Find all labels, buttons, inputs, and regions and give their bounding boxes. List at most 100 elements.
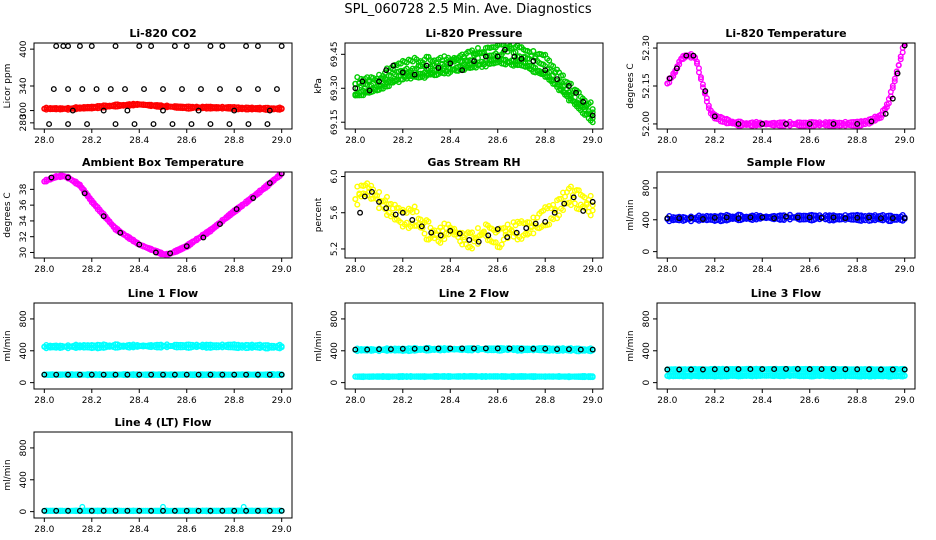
data-point: [794, 214, 801, 221]
series-point: [901, 373, 908, 380]
x-tick-label: 28.4: [129, 396, 149, 406]
data-point: [65, 174, 72, 181]
y-tick-label: 52.00: [642, 111, 652, 137]
data-point: [243, 371, 250, 378]
data-point: [352, 85, 359, 92]
data-point: [554, 346, 561, 353]
data-point: [264, 121, 271, 128]
series-point: [498, 43, 505, 48]
data-point: [65, 121, 72, 128]
data-point: [136, 371, 143, 378]
data-point: [901, 215, 908, 222]
data-point: [854, 214, 861, 221]
y-tick-label: 400: [330, 342, 340, 359]
data-point: [889, 366, 896, 373]
series-point: [389, 211, 396, 218]
data-point: [390, 62, 397, 69]
chart-panel: Line 1 Flow ml/min 28.0 28.2 28.4 28.6 28.8 29.…: [3, 287, 293, 406]
data-point: [471, 58, 477, 65]
x-tick-label: 28.0: [657, 265, 677, 275]
y-tick-label: 69.30: [330, 75, 340, 101]
x-tick-label: 28.8: [535, 265, 555, 275]
x-tick-label: 29.0: [895, 396, 915, 406]
data-point: [418, 223, 425, 230]
data-point: [231, 107, 238, 114]
series-group: [41, 503, 285, 515]
data-point: [136, 43, 143, 50]
plot-frame: [33, 171, 293, 259]
x-tick-label: 28.6: [177, 396, 197, 406]
series-point: [587, 212, 594, 219]
data-point: [167, 250, 174, 257]
y-axis-label: ml/min: [626, 199, 636, 230]
data-point: [830, 366, 837, 373]
y-axis-label: ml/min: [314, 330, 324, 361]
data-point: [141, 86, 147, 93]
data-point: [882, 110, 889, 117]
x-tick-label: 28.0: [34, 136, 54, 146]
plot-frame: [344, 171, 604, 259]
data-point: [46, 121, 53, 128]
x-tick-label: 28.0: [657, 136, 677, 146]
data-point: [117, 229, 124, 236]
series-point: [697, 76, 704, 83]
data-point: [392, 211, 399, 218]
data-point: [482, 53, 489, 60]
data-point: [250, 195, 257, 201]
x-tick-label: 28.0: [34, 396, 54, 406]
series-group: [352, 344, 596, 381]
x-tick-label: 28.6: [177, 136, 197, 146]
y-tick-label: 6.0: [330, 169, 340, 184]
y-tick-label: 30: [19, 246, 29, 258]
x-tick-label: 28.8: [535, 136, 555, 146]
y-tick-label: 36: [19, 199, 29, 211]
series-point: [474, 225, 481, 232]
chart-title: Li-820 CO2: [129, 27, 196, 40]
data-point: [399, 209, 406, 216]
series-point: [587, 192, 594, 199]
data-point: [231, 371, 238, 378]
data-point: [76, 371, 83, 378]
data-point: [219, 43, 226, 50]
data-point: [273, 86, 280, 93]
series-point: [891, 78, 898, 85]
data-point: [236, 86, 242, 93]
data-point: [160, 107, 166, 114]
data-point: [570, 194, 577, 201]
data-point: [357, 209, 364, 216]
data-point: [542, 218, 549, 225]
y-tick-label: 400: [642, 211, 652, 228]
data-point: [383, 67, 390, 74]
y-tick-label: 0: [19, 508, 29, 514]
y-tick-label: 400: [19, 342, 29, 359]
data-point: [383, 205, 390, 212]
data-point: [554, 76, 561, 83]
data-point: [243, 43, 250, 50]
data-point: [783, 213, 789, 220]
series-point: [498, 241, 505, 248]
series-point: [693, 58, 700, 65]
y-tick-label: 800: [19, 439, 29, 456]
y-tick-label: 800: [642, 179, 652, 196]
data-point: [368, 188, 375, 195]
x-tick-label: 28.6: [177, 265, 197, 275]
series-point: [891, 75, 898, 82]
x-tick-label: 28.0: [345, 136, 365, 146]
series-group: [41, 172, 285, 258]
series-point: [589, 106, 596, 113]
data-point: [376, 346, 383, 353]
x-tick-label: 28.6: [177, 525, 197, 535]
data-point: [278, 371, 285, 378]
chart-panel: Line 4 (LT) Flow ml/min 28.0 28.2 28.4 28.6 28…: [3, 416, 293, 535]
series-point: [437, 239, 444, 246]
series-point: [699, 81, 706, 88]
y-axis-label: Licor ppm: [3, 64, 13, 109]
data-point: [366, 87, 373, 94]
chart-title: Line 2 Flow: [439, 287, 509, 300]
series-point: [469, 229, 476, 236]
y-tick-label: 69.45: [330, 41, 340, 67]
chart-title: Li-820 Pressure: [426, 27, 523, 40]
y-tick-label: 69.15: [330, 109, 340, 135]
series-point: [697, 74, 704, 81]
